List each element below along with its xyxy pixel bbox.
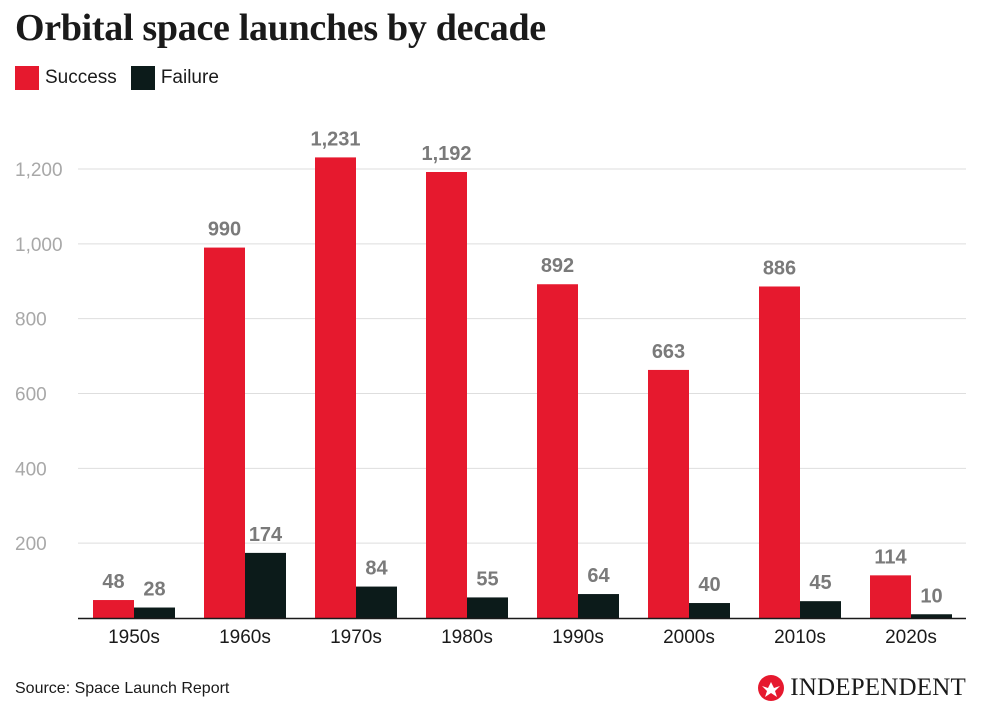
y-tick-label: 400	[15, 459, 47, 480]
data-label: 48	[102, 571, 124, 593]
x-tick-label: 2010s	[774, 627, 826, 648]
x-tick-label: 1990s	[552, 627, 604, 648]
bar-success	[537, 284, 578, 618]
legend-label-failure: Failure	[160, 67, 219, 88]
x-tick-label: 2000s	[663, 627, 715, 648]
y-tick-label: 600	[15, 385, 47, 406]
x-tick-label: 1980s	[441, 627, 493, 648]
bar-failure	[911, 614, 952, 618]
x-tick-label: 1970s	[330, 627, 382, 648]
bar-success	[648, 369, 689, 618]
bar-failure	[467, 597, 508, 618]
y-tick-label: 800	[15, 310, 47, 331]
x-tick-label: 1960s	[219, 627, 271, 648]
y-tick-label: 200	[15, 534, 47, 555]
data-label: 1,231	[310, 128, 360, 150]
data-label: 114	[874, 546, 907, 568]
x-tick-label: 1950s	[108, 627, 160, 648]
bar-success	[93, 600, 134, 618]
legend: Success Failure	[15, 66, 233, 90]
data-label: 84	[365, 558, 388, 580]
y-tick-label: 1,200	[15, 160, 63, 181]
data-label: 1,192	[421, 143, 471, 165]
bar-failure	[800, 601, 841, 618]
bar-success	[204, 247, 245, 618]
data-label: 64	[587, 565, 610, 587]
data-label: 990	[208, 219, 241, 241]
bar-failure	[356, 586, 397, 618]
legend-item-failure: Failure	[130, 66, 219, 90]
bar-failure	[578, 594, 619, 618]
bar-failure	[245, 552, 286, 618]
legend-item-success: Success	[15, 66, 117, 90]
bar-success	[759, 286, 800, 618]
source-note: Source: Space Launch Report	[15, 680, 230, 697]
bar-success	[315, 157, 356, 619]
y-tick-label: 1,000	[15, 235, 63, 256]
bar-success	[870, 575, 911, 618]
bar-failure	[134, 607, 175, 618]
legend-label-success: Success	[45, 67, 117, 88]
bar-failure	[689, 603, 730, 618]
x-tick-label: 2020s	[885, 627, 937, 648]
legend-swatch-failure	[130, 66, 155, 90]
data-label: 28	[143, 579, 165, 601]
data-label: 10	[920, 585, 942, 607]
data-label: 40	[698, 574, 720, 596]
bar-success	[426, 171, 467, 618]
data-label: 174	[249, 524, 283, 546]
data-label: 55	[476, 568, 498, 590]
data-label: 663	[652, 341, 685, 363]
eagle-logo-icon	[758, 675, 785, 701]
chart-title: Orbital space launches by decade	[15, 7, 546, 49]
data-label: 886	[763, 257, 796, 279]
data-label: 892	[541, 255, 574, 277]
brand-logo: INDEPENDENT	[757, 674, 966, 702]
brand-name: INDEPENDENT	[790, 674, 966, 701]
data-label: 45	[809, 572, 831, 594]
legend-swatch-success	[15, 66, 39, 90]
